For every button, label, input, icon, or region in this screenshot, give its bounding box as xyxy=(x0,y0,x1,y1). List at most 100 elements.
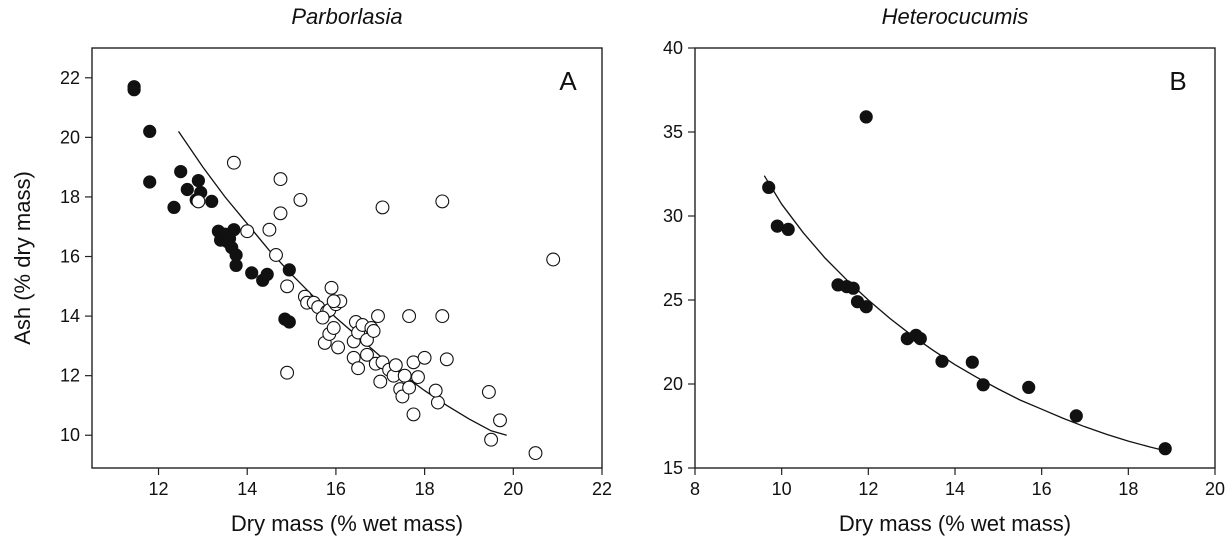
panel-a-open-point xyxy=(546,252,561,267)
panel-a-x-tick-label: 16 xyxy=(326,479,346,499)
panel-a-open-point xyxy=(402,380,417,395)
panel-b-filled-point xyxy=(846,281,860,295)
panel-b-letter: B xyxy=(1169,66,1186,96)
panel-a-y-tick-label: 20 xyxy=(60,127,80,147)
panel-a-open-point xyxy=(326,294,341,309)
panel-b-y-tick-label: 35 xyxy=(663,122,683,142)
panel-a-open-point xyxy=(191,194,206,209)
panel-a-filled-point xyxy=(143,124,157,138)
panel-a-x-tick-label: 12 xyxy=(149,479,169,499)
panel-b-filled-point xyxy=(859,110,873,124)
panel-a-open-point xyxy=(417,350,432,365)
panel-a-open-point xyxy=(435,309,450,324)
panel-a-open-point xyxy=(331,340,346,355)
panel-a-fit-line xyxy=(177,131,507,436)
panel-a-open-point xyxy=(269,248,283,262)
panel-b-x-tick-label: 12 xyxy=(858,479,878,499)
panel-a: Parborlasia Dry mass (% wet mass) Ash (%… xyxy=(10,4,612,536)
panel-b-filled-point xyxy=(1022,380,1036,394)
panel-a-y-tick-label: 22 xyxy=(60,68,80,88)
panel-b-y-tick-label: 25 xyxy=(663,290,683,310)
panel-b-x-tick-label: 8 xyxy=(690,479,700,499)
panel-a-open-point xyxy=(411,370,425,385)
panel-a-filled-point xyxy=(143,175,157,189)
panel-a-filled-point xyxy=(205,194,219,208)
panel-a-open-point xyxy=(262,222,277,237)
panel-a-y-axis-title: Ash (% dry mass) xyxy=(10,171,35,345)
panel-b-x-tick-label: 10 xyxy=(772,479,792,499)
panel-a-open-point xyxy=(439,352,454,367)
panel-a-open-point xyxy=(351,361,366,376)
panel-a-open-point xyxy=(484,432,499,447)
panel-a-filled-point xyxy=(229,258,243,272)
panel-a-x-tick-label: 20 xyxy=(503,479,523,499)
panel-a-y-tick-label: 12 xyxy=(60,366,80,386)
panel-a-open-point xyxy=(226,155,241,170)
panel-a-frame xyxy=(91,47,603,469)
panel-a-open-point xyxy=(375,200,390,215)
panel-a-open-point xyxy=(402,309,417,324)
panel-b-y-tick-label: 30 xyxy=(663,206,683,226)
panel-a-open-point xyxy=(315,310,330,325)
panel-a-open-point xyxy=(397,368,412,383)
panel-b-x-tick-label: 14 xyxy=(945,479,965,499)
panel-a-y-tick-label: 16 xyxy=(60,247,80,267)
panel-a-open-point xyxy=(528,446,543,461)
panel-a-marks xyxy=(127,80,561,461)
panel-b-filled-point xyxy=(859,300,873,314)
panel-a-open-point xyxy=(324,280,339,295)
panel-a-y-ticks: 10 12 14 16 18 20 22 xyxy=(60,68,92,445)
panel-b-filled-point xyxy=(770,219,784,233)
panel-b-filled-point xyxy=(1069,409,1083,423)
panel-a-filled-point xyxy=(282,263,296,277)
panel-b-x-tick-label: 20 xyxy=(1205,479,1225,499)
panel-a-x-tick-label: 14 xyxy=(237,479,257,499)
panel-a-open-point xyxy=(388,358,403,373)
panel-b-x-axis-title: Dry mass (% wet mass) xyxy=(839,511,1071,536)
panel-a-filled-point xyxy=(174,165,188,179)
panel-b-x-tick-label: 18 xyxy=(1118,479,1138,499)
panel-a-x-ticks: 12 14 16 18 20 22 xyxy=(149,468,612,499)
panel-b-fit-line xyxy=(763,175,1168,452)
panel-b-filled-point xyxy=(935,354,949,368)
panel-a-open-point xyxy=(493,413,507,428)
panel-b-filled-point xyxy=(976,378,990,392)
panel-a-y-tick-label: 10 xyxy=(60,425,80,445)
panel-b-y-tick-label: 40 xyxy=(663,38,683,58)
panel-b-x-tick-label: 16 xyxy=(1032,479,1052,499)
panel-a-open-point xyxy=(428,383,443,398)
panel-a-open-point xyxy=(435,194,450,209)
panel-a-open-point xyxy=(293,192,308,207)
panel-a-open-point xyxy=(406,407,421,422)
panel-a-letter: A xyxy=(559,66,577,96)
panel-b-filled-point xyxy=(762,180,776,194)
panel-a-filled-point xyxy=(227,223,241,237)
panel-a-open-point xyxy=(366,324,381,338)
panel-a-filled-point xyxy=(245,266,259,280)
panel-b-title: Heterocucumis xyxy=(882,4,1029,29)
panel-a-filled-point xyxy=(282,315,296,329)
panel-a-title: Parborlasia xyxy=(291,4,402,29)
panel-a-x-tick-label: 18 xyxy=(415,479,435,499)
panel-a-open-point xyxy=(360,347,374,362)
panel-a-open-point xyxy=(481,385,496,399)
panel-b-y-ticks: 15 20 25 30 35 40 xyxy=(663,38,695,478)
panel-a-x-axis-title: Dry mass (% wet mass) xyxy=(231,511,463,536)
panel-a-open-point xyxy=(240,224,255,239)
panel-b-filled-point xyxy=(913,331,927,346)
panel-a-filled-point xyxy=(167,200,181,214)
panel-b-y-tick-label: 20 xyxy=(663,374,683,394)
panel-b-filled-point xyxy=(965,355,979,369)
panel-b-marks xyxy=(762,110,1172,456)
panel-a-open-point xyxy=(373,374,388,389)
panel-a-filled-point xyxy=(191,174,205,188)
panel-a-open-point xyxy=(430,395,445,410)
panel-a-x-tick-label: 22 xyxy=(592,479,612,499)
panel-a-open-point xyxy=(273,206,288,221)
panel-a-open-point xyxy=(326,321,341,335)
panel-a-open-point xyxy=(371,309,385,324)
panel-b-y-tick-label: 15 xyxy=(663,458,683,478)
panel-b-filled-point xyxy=(781,222,795,236)
panel-a-filled-point xyxy=(127,83,141,97)
panel-a-open-point xyxy=(280,365,295,380)
